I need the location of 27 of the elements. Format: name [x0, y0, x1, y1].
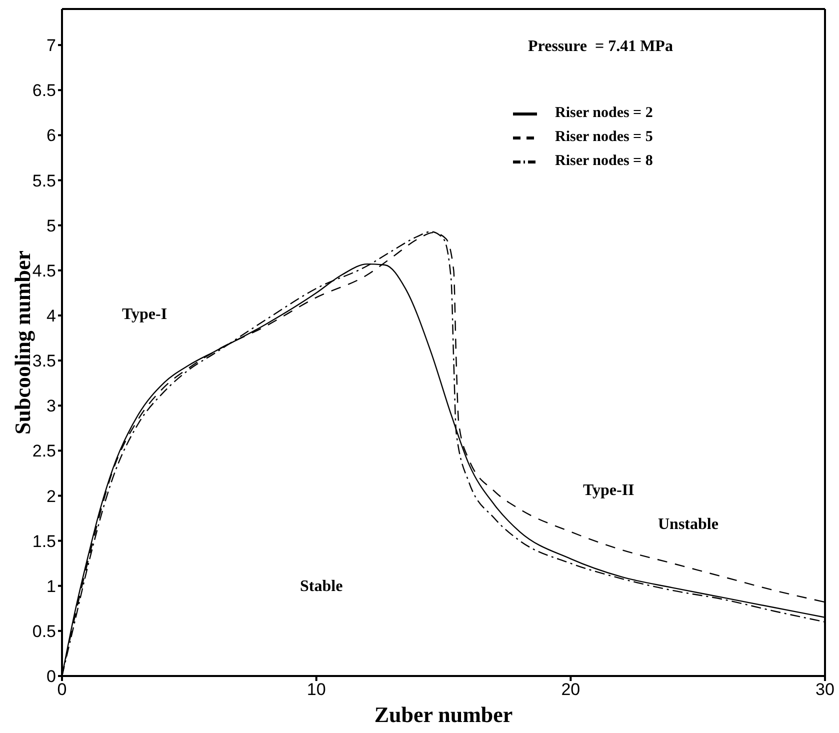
y-tick-label: 6 — [46, 126, 56, 146]
annotation: Stable — [300, 578, 343, 596]
y-tick-label: 2 — [46, 486, 56, 506]
y-tick-label: 3.5 — [32, 352, 56, 371]
annotation: Unstable — [658, 516, 718, 534]
y-tick-label: 3 — [46, 396, 56, 416]
y-tick-label: 0 — [46, 667, 56, 686]
legend-label: Riser nodes = 8 — [555, 153, 653, 170]
y-tick-label: 4 — [46, 306, 56, 326]
y-tick-label: 1 — [46, 576, 56, 596]
x-tick-label: 30 — [816, 680, 834, 700]
legend-label: Riser nodes = 2 — [555, 105, 653, 122]
x-tick-label: 20 — [561, 680, 580, 700]
y-tick-label: 5.5 — [32, 171, 56, 190]
y-tick-label: 5 — [46, 216, 56, 236]
y-tick-label: 1.5 — [32, 532, 56, 551]
y-tick-label: 0.5 — [32, 622, 56, 641]
annotation: Pressure = 7.41 MPa — [528, 38, 673, 56]
y-tick-label: 6.5 — [32, 81, 56, 100]
y-tick-label: 4.5 — [32, 261, 56, 280]
y-tick-label: 7 — [46, 36, 56, 56]
annotation: Type-I — [122, 306, 168, 324]
annotation: Type-II — [583, 482, 634, 500]
x-tick-label: 10 — [306, 680, 326, 700]
y-tick-label: 2.5 — [32, 442, 56, 461]
legend-label: Riser nodes = 5 — [555, 129, 653, 146]
x-axis-title: Zuber number — [374, 702, 513, 727]
